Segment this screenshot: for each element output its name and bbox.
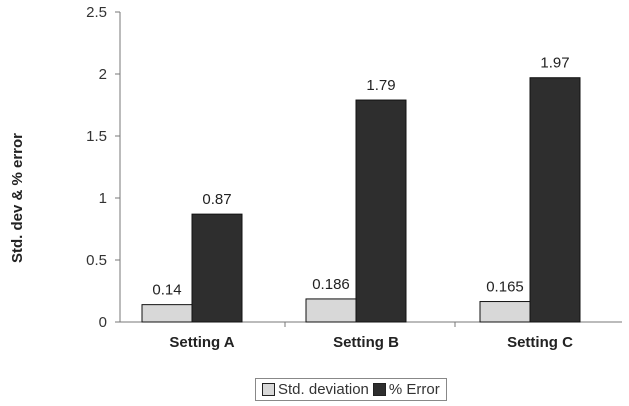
- bar-error-setting-a: [191, 213, 243, 323]
- legend-item-error: % Error: [372, 381, 440, 398]
- data-label-std-deviation-setting-c: 0.165: [486, 279, 524, 296]
- category-label-setting-c: Setting C: [507, 334, 573, 351]
- bar-std-deviation-setting-b: [305, 298, 357, 323]
- legend: Std. deviation % Error: [255, 378, 447, 401]
- legend-item-std-deviation: Std. deviation: [262, 381, 369, 398]
- y-tick-label: 1.5: [86, 128, 107, 145]
- bar-error-setting-c: [529, 77, 581, 323]
- bar-error-setting-b: [355, 99, 407, 323]
- data-label-error-setting-c: 1.97: [540, 55, 569, 72]
- legend-label-std-deviation: Std. deviation: [278, 381, 369, 398]
- bars: [141, 77, 581, 323]
- data-label-error-setting-b: 1.79: [366, 77, 395, 94]
- legend-swatch-error: [372, 383, 386, 396]
- y-tick-label: 0: [99, 314, 107, 331]
- legend-label-error: % Error: [388, 381, 440, 398]
- category-label-setting-a: Setting A: [169, 334, 234, 351]
- legend-swatch-std-deviation: [262, 383, 275, 396]
- y-tick-label: 2.5: [86, 4, 107, 21]
- category-label-setting-b: Setting B: [333, 334, 399, 351]
- data-label-std-deviation-setting-a: 0.14: [152, 282, 181, 299]
- bar-std-deviation-setting-c: [479, 301, 531, 323]
- data-label-error-setting-a: 0.87: [202, 191, 231, 208]
- y-axis-title: Std. dev & % error: [9, 133, 26, 263]
- data-label-std-deviation-setting-b: 0.186: [312, 276, 350, 293]
- bar-std-deviation-setting-a: [141, 304, 193, 323]
- labels: 0 0.5 1 1.5 2 2.5 0.14 0.87 Setting A 0.186 1.79 Se…: [86, 4, 573, 351]
- y-tick-label: 2: [99, 66, 107, 83]
- y-tick-label: 1: [99, 190, 107, 207]
- y-tick-label: 0.5: [86, 252, 107, 269]
